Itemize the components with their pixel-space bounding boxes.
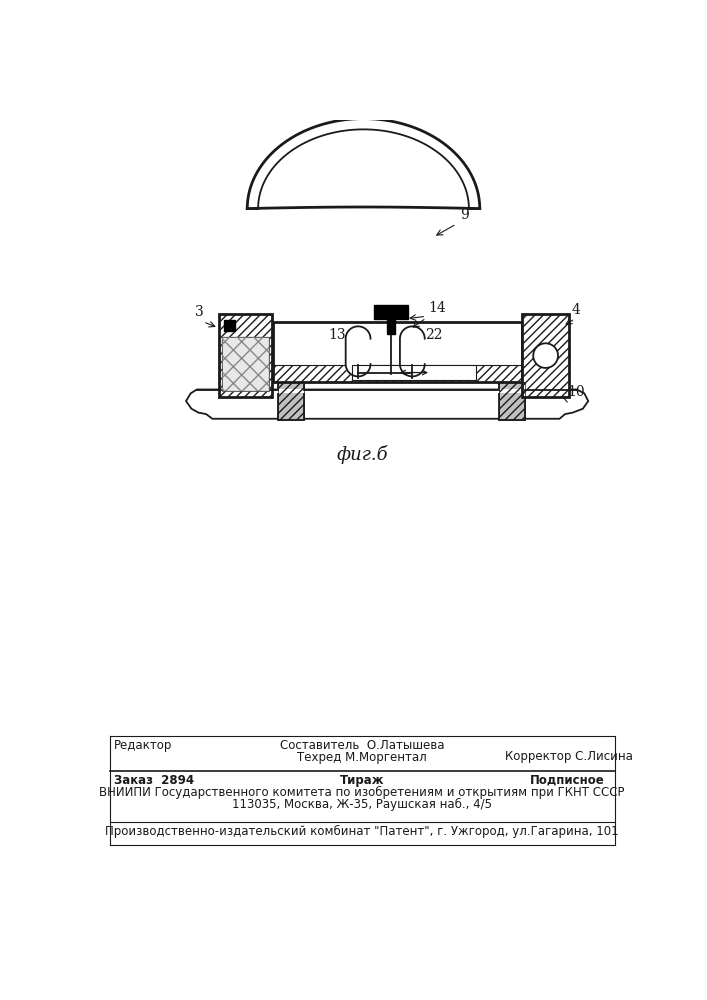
Bar (279, 382, 304, 420)
Polygon shape (400, 326, 425, 376)
Text: 1838184: 1838184 (328, 145, 396, 159)
Bar (222, 337, 269, 391)
Bar (273, 365, 522, 382)
Text: 113035, Москва, Ж-35, Раушская наб., 4/5: 113035, Москва, Ж-35, Раушская наб., 4/5 (232, 798, 492, 811)
Text: 10: 10 (567, 385, 585, 399)
Bar (498, 389, 526, 393)
Bar (224, 320, 235, 331)
Text: Заказ  2894: Заказ 2894 (114, 774, 194, 787)
Bar (499, 382, 525, 420)
Text: ВНИИПИ Государственного комитета по изобретениям и открытиям при ГКНТ СССР: ВНИИПИ Государственного комитета по изоб… (99, 786, 625, 799)
Circle shape (533, 343, 558, 368)
Bar (279, 382, 304, 420)
Bar (522, 314, 569, 397)
Bar (218, 314, 272, 397)
Bar (499, 382, 525, 420)
Bar (276, 389, 305, 393)
Text: 4: 4 (571, 303, 580, 317)
Bar (273, 322, 522, 382)
Polygon shape (247, 119, 480, 209)
Bar (218, 314, 272, 397)
Bar (352, 365, 476, 380)
Text: фиг.б: фиг.б (336, 445, 387, 464)
Text: 9: 9 (460, 208, 469, 222)
Bar (373, 305, 408, 319)
Text: Производственно-издательский комбинат "Патент", г. Ужгород, ул.Гагарина, 101: Производственно-издательский комбинат "П… (105, 825, 619, 838)
Text: 22: 22 (426, 328, 443, 342)
Text: Техред М.Моргентал: Техред М.Моргентал (297, 751, 427, 764)
Bar (522, 314, 569, 397)
Bar (222, 337, 269, 391)
Bar (387, 319, 395, 334)
Text: 14: 14 (428, 302, 445, 316)
Text: Редактор: Редактор (114, 739, 173, 752)
Polygon shape (346, 326, 370, 376)
Text: Корректор С.Лисина: Корректор С.Лисина (505, 750, 633, 763)
Text: 3: 3 (195, 305, 204, 319)
Polygon shape (186, 389, 588, 419)
Text: 13: 13 (329, 328, 346, 342)
Text: Подписное: Подписное (530, 774, 605, 787)
Text: Составитель  О.Латышева: Составитель О.Латышева (280, 739, 444, 752)
Text: Тираж: Тираж (339, 774, 384, 787)
